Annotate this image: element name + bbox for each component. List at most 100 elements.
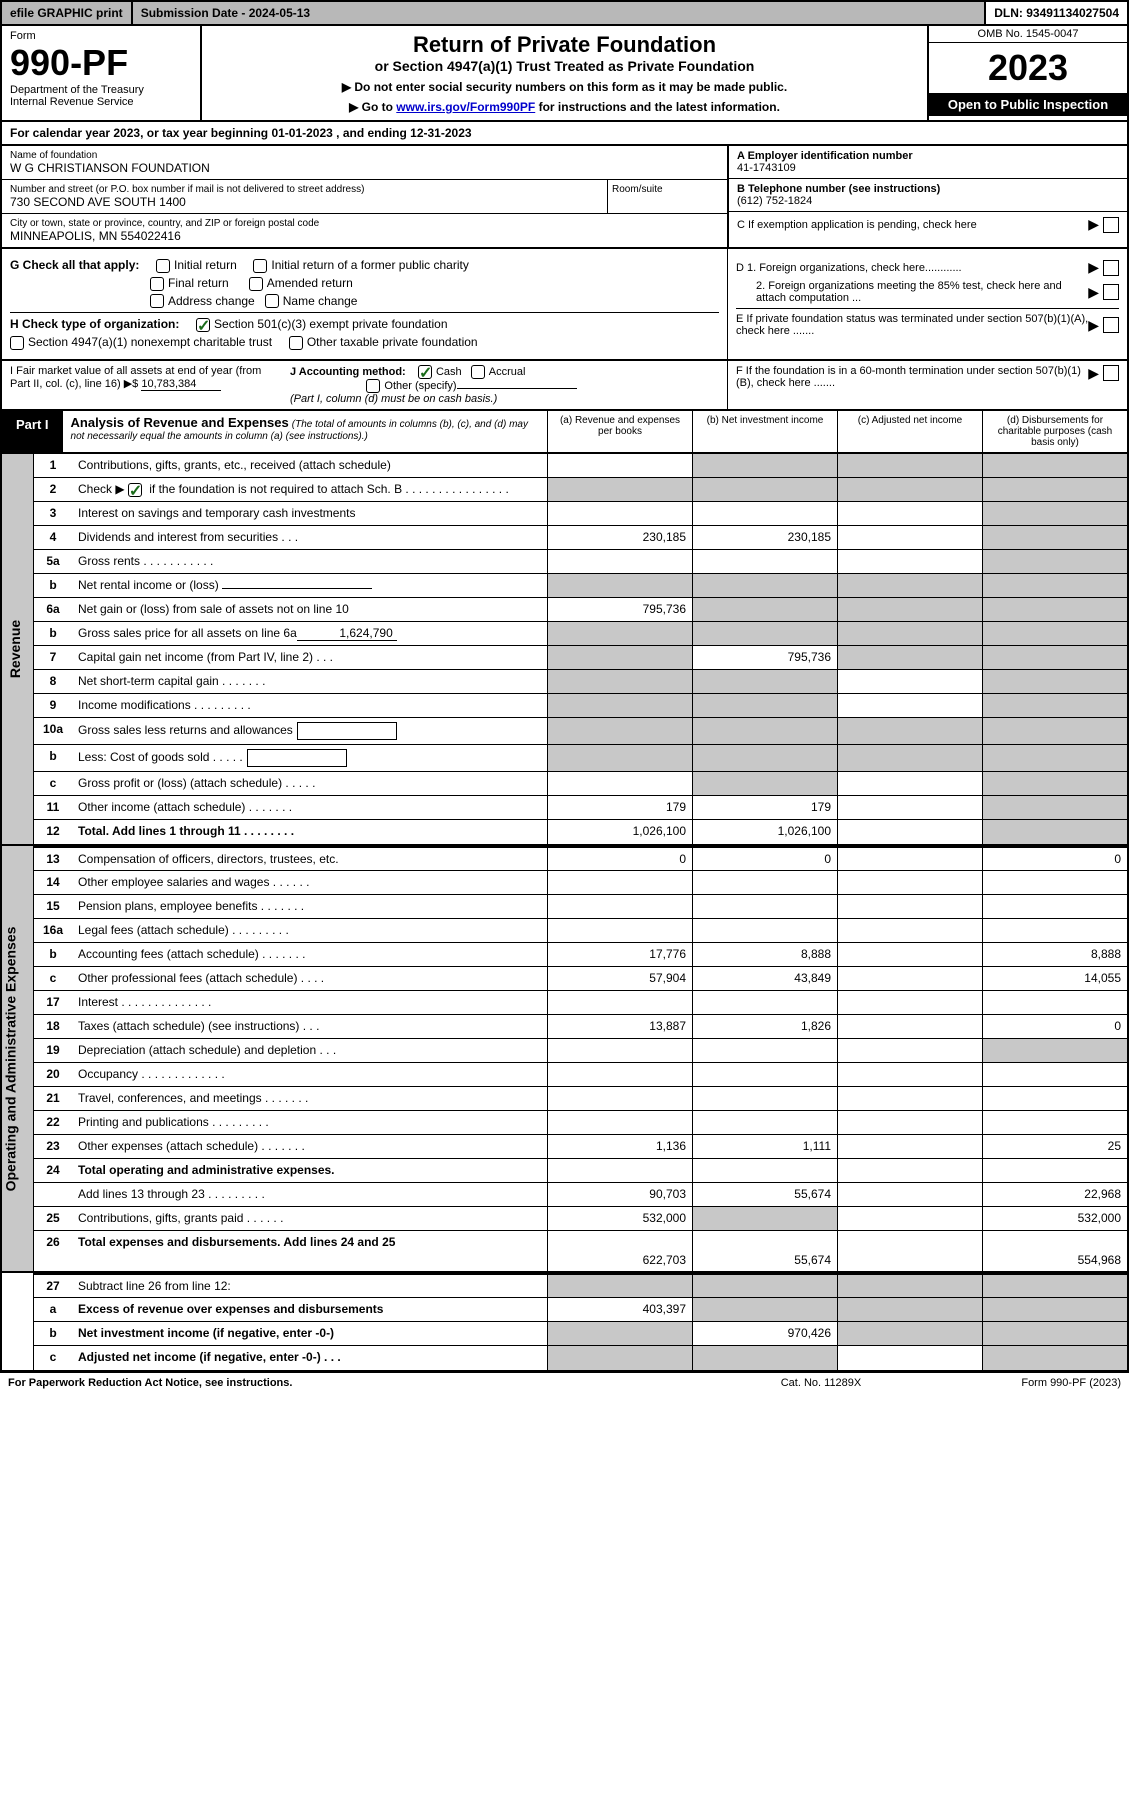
d2-checkbox[interactable] [1103,284,1119,300]
h-501c3-checkbox[interactable] [196,318,210,332]
table-row: b Net investment income (if negative, en… [34,1322,1127,1346]
table-row: 22 Printing and publications . . . . . .… [34,1111,1127,1135]
table-row: 21 Travel, conferences, and meetings . .… [34,1087,1127,1111]
foundation-name: W G CHRISTIANSON FOUNDATION [10,161,719,175]
page-footer: For Paperwork Reduction Act Notice, see … [0,1372,1129,1393]
submission-date: Submission Date - 2024-05-13 [133,2,987,24]
efile-label: efile GRAPHIC print [2,2,133,24]
table-row: b Gross sales price for all assets on li… [34,622,1127,646]
catalog-number: Cat. No. 11289X [721,1377,921,1389]
form-title: Return of Private Foundation [208,32,921,58]
col-a-header: (a) Revenue and expenses per books [547,411,692,452]
identification-block: Name of foundation W G CHRISTIANSON FOUN… [0,146,1129,249]
j-section: J Accounting method: Cash Accrual Other … [282,361,727,409]
table-row: 11 Other income (attach schedule) . . . … [34,796,1127,820]
i-section: I Fair market value of all assets at end… [2,361,282,409]
table-row: 26 Total expenses and disbursements. Add… [34,1231,1127,1271]
table-row: 18 Taxes (attach schedule) (see instruct… [34,1015,1127,1039]
table-row: Add lines 13 through 23 . . . . . . . . … [34,1183,1127,1207]
g-amended-return-checkbox[interactable] [249,277,263,291]
fmv-value: 10,783,384 [141,378,221,391]
j-other-checkbox[interactable] [366,379,380,393]
form-header: Form 990-PF Department of the Treasury I… [0,26,1129,122]
phone-value: (612) 752-1824 [737,195,1119,207]
table-row: 14 Other employee salaries and wages . .… [34,871,1127,895]
table-row: 9 Income modifications . . . . . . . . . [34,694,1127,718]
sch-b-checkbox[interactable] [128,483,142,497]
e-checkbox[interactable] [1103,317,1119,333]
instruction-2: ▶ Go to www.irs.gov/Form990PF for instru… [208,100,921,114]
table-row: 6a Net gain or (loss) from sale of asset… [34,598,1127,622]
h-label: H Check type of organization: [10,317,179,331]
revenue-vertical-label: Revenue [2,454,34,844]
ein-value: 41-1743109 [737,162,1119,174]
calendar-year-line: For calendar year 2023, or tax year begi… [0,122,1129,146]
table-row: a Excess of revenue over expenses and di… [34,1298,1127,1322]
ij-block: I Fair market value of all assets at end… [0,361,1129,411]
room-suite: Room/suite [607,180,727,213]
table-row: 5a Gross rents . . . . . . . . . . . [34,550,1127,574]
table-row: 4 Dividends and interest from securities… [34,526,1127,550]
form-subtitle: or Section 4947(a)(1) Trust Treated as P… [208,58,921,74]
table-row: 20 Occupancy . . . . . . . . . . . . . [34,1063,1127,1087]
form-label: Form [10,30,192,42]
exemption-checkbox[interactable] [1103,217,1119,233]
table-row: 10a Gross sales less returns and allowan… [34,718,1127,745]
irs-label: Internal Revenue Service [10,96,192,108]
form-number: 990-PF [10,42,192,84]
ein-label: A Employer identification number [737,150,1119,162]
f-section: F If the foundation is in a 60-month ter… [727,361,1127,409]
d2-label: 2. Foreign organizations meeting the 85%… [736,280,1088,304]
check-block-ghde: G Check all that apply: Initial return I… [0,249,1129,361]
top-bar: efile GRAPHIC print Submission Date - 20… [0,0,1129,26]
exemption-label: C If exemption application is pending, c… [737,219,1088,231]
irs-link[interactable]: www.irs.gov/Form990PF [396,100,535,114]
part-1-description: Analysis of Revenue and Expenses (The to… [63,411,547,452]
table-row: 27 Subtract line 26 from line 12: [34,1273,1127,1298]
e-label: E If private foundation status was termi… [736,313,1088,337]
omb-number: OMB No. 1545-0047 [929,26,1127,43]
name-label: Name of foundation [10,150,719,161]
d1-checkbox[interactable] [1103,260,1119,276]
col-d-header: (d) Disbursements for charitable purpose… [982,411,1127,452]
dept-label: Department of the Treasury [10,84,192,96]
g-name-change-checkbox[interactable] [265,294,279,308]
j-cash-checkbox[interactable] [418,365,432,379]
gross-sales-value: 1,624,790 [297,626,397,641]
line-27-section: 27 Subtract line 26 from line 12: a Exce… [0,1273,1129,1372]
table-row: 3 Interest on savings and temporary cash… [34,502,1127,526]
table-row: c Adjusted net income (if negative, ente… [34,1346,1127,1370]
expenses-vertical-label: Operating and Administrative Expenses [2,846,34,1271]
g-final-return-checkbox[interactable] [150,277,164,291]
d1-label: D 1. Foreign organizations, check here..… [736,262,1088,274]
table-row: c Other professional fees (attach schedu… [34,967,1127,991]
city-label: City or town, state or province, country… [10,218,719,229]
header-left: Form 990-PF Department of the Treasury I… [2,26,202,120]
table-row: 15 Pension plans, employee benefits . . … [34,895,1127,919]
g-address-change-checkbox[interactable] [150,294,164,308]
table-row: 2 Check ▶ if the foundation is not requi… [34,478,1127,502]
table-row: 16a Legal fees (attach schedule) . . . .… [34,919,1127,943]
table-row: 12 Total. Add lines 1 through 11 . . . .… [34,820,1127,844]
table-row: 8 Net short-term capital gain . . . . . … [34,670,1127,694]
table-row: b Less: Cost of goods sold . . . . . [34,745,1127,772]
city-value: MINNEAPOLIS, MN 554022416 [10,229,719,243]
revenue-section: Revenue 1 Contributions, gifts, grants, … [0,454,1129,846]
id-right: A Employer identification number 41-1743… [727,146,1127,247]
j-note: (Part I, column (d) must be on cash basi… [290,393,497,405]
col-c-header: (c) Adjusted net income [837,411,982,452]
f-checkbox[interactable] [1103,365,1119,381]
h-other-taxable-checkbox[interactable] [289,336,303,350]
h-4947-checkbox[interactable] [10,336,24,350]
part-1-header: Part I Analysis of Revenue and Expenses … [0,411,1129,454]
gh-right: D 1. Foreign organizations, check here..… [727,249,1127,359]
tax-year: 2023 [929,43,1127,93]
header-center: Return of Private Foundation or Section … [202,26,927,120]
id-left: Name of foundation W G CHRISTIANSON FOUN… [2,146,727,247]
header-right: OMB No. 1545-0047 2023 Open to Public In… [927,26,1127,120]
expenses-section: Operating and Administrative Expenses 13… [0,846,1129,1273]
g-initial-former-checkbox[interactable] [253,259,267,273]
part-1-label: Part I [2,411,63,452]
g-initial-return-checkbox[interactable] [156,259,170,273]
j-accrual-checkbox[interactable] [471,365,485,379]
